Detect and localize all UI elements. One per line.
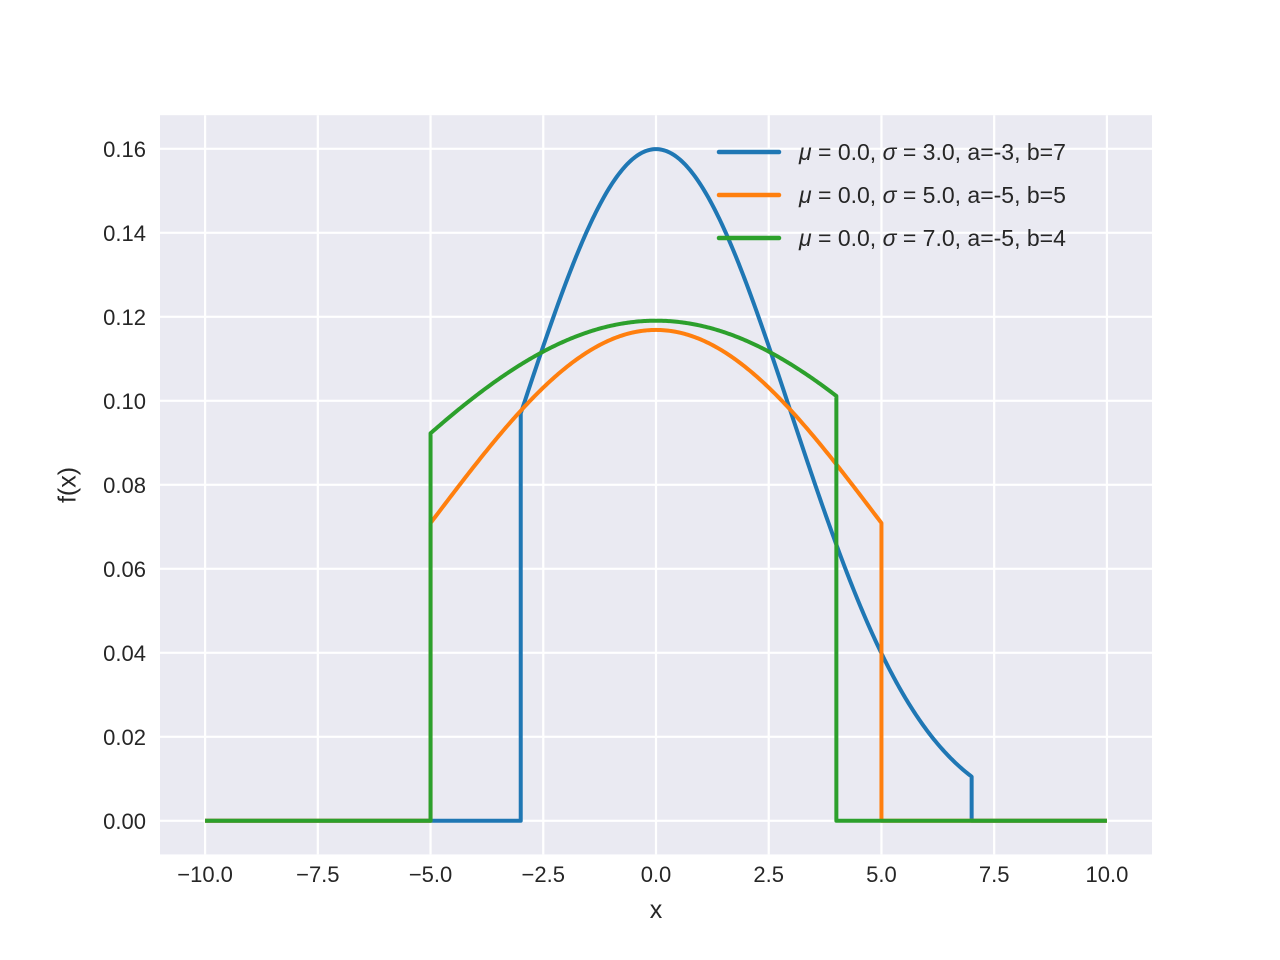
x-tick-label: −5.0 xyxy=(409,862,452,887)
y-tick-label: 0.16 xyxy=(103,137,146,162)
y-tick-label: 0.08 xyxy=(103,473,146,498)
y-tick-label: 0.06 xyxy=(103,557,146,582)
y-tick-label: 0.00 xyxy=(103,809,146,834)
legend-item-label: μ = 0.0, σ = 3.0, a=-3, b=7 xyxy=(798,139,1066,165)
x-tick-label: −2.5 xyxy=(522,862,565,887)
x-tick-label: 5.0 xyxy=(866,862,897,887)
legend-item-label: μ = 0.0, σ = 7.0, a=-5, b=4 xyxy=(798,225,1066,251)
x-tick-label: −7.5 xyxy=(296,862,339,887)
x-tick-label: 10.0 xyxy=(1085,862,1128,887)
x-tick-label: −10.0 xyxy=(177,862,233,887)
series-line-0 xyxy=(205,147,1107,823)
y-tick-label: 0.02 xyxy=(103,725,146,750)
series-line-1 xyxy=(205,327,1107,823)
y-tick-label: 0.10 xyxy=(103,389,146,414)
y-tick-label: 0.14 xyxy=(103,221,146,246)
x-tick-label: 2.5 xyxy=(753,862,784,887)
series-line-2 xyxy=(205,318,1107,823)
x-axis-label: x xyxy=(649,896,663,924)
x-tick-label: 0.0 xyxy=(641,862,672,887)
legend-item-label: μ = 0.0, σ = 5.0, a=-5, b=5 xyxy=(798,182,1066,208)
x-tick-label: 7.5 xyxy=(979,862,1010,887)
y-tick-label: 0.12 xyxy=(103,305,146,330)
y-axis-label: f(x) xyxy=(53,466,82,504)
y-tick-label: 0.04 xyxy=(103,641,146,666)
